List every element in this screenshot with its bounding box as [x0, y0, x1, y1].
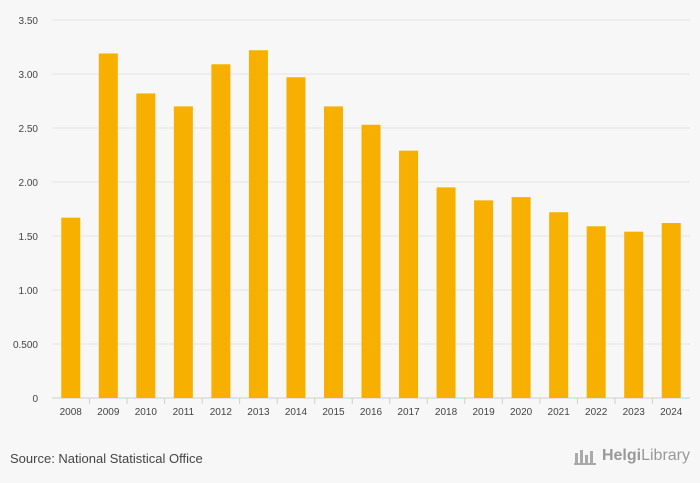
helgi-library-logo-icon [573, 450, 596, 465]
x-tick-label: 2020 [510, 407, 533, 418]
x-tick-label: 2017 [397, 407, 420, 418]
x-tick-label: 2008 [60, 407, 83, 418]
bar-2022[interactable] [586, 226, 606, 398]
x-tick-label: 2021 [548, 407, 571, 418]
x-tick-label: 2012 [210, 407, 233, 418]
bar-2013[interactable] [248, 50, 268, 399]
y-tick-label: 3.50 [19, 16, 39, 27]
bar-2017[interactable] [399, 150, 419, 398]
bar-2011[interactable] [173, 106, 193, 399]
x-tick-label: 2010 [135, 407, 158, 418]
bar-2024[interactable] [661, 223, 681, 398]
x-tick-label: 2019 [472, 407, 495, 418]
y-tick-label: 2.50 [19, 124, 39, 135]
x-tick-label: 2022 [585, 407, 608, 418]
bar-2009[interactable] [98, 53, 118, 398]
bar-2015[interactable] [323, 106, 343, 399]
bar-2016[interactable] [361, 124, 381, 398]
bar-2020[interactable] [511, 197, 531, 398]
x-tick-label: 2014 [285, 407, 308, 418]
bar-2021[interactable] [549, 212, 569, 398]
x-tick-label: 2009 [97, 407, 120, 418]
source-note: Source: National Statistical Office [10, 451, 203, 466]
bar-2019[interactable] [474, 200, 494, 398]
x-tick-label: 2023 [623, 407, 646, 418]
y-tick-label: 2.00 [19, 178, 39, 189]
y-tick-label: 1.50 [19, 232, 39, 243]
logo-text-library: Library [641, 447, 690, 464]
y-tick-label: 1.00 [19, 286, 39, 297]
x-tick-label: 2016 [360, 407, 383, 418]
bar-chart: 0 0.500 1.00 1.50 2.00 2.50 3.00 3.50 2008 2009 20… [13, 16, 690, 418]
x-tick-label: 2024 [660, 407, 683, 418]
y-tick-label: 3.00 [19, 70, 39, 81]
logo-text-helgi: Helgi [601, 447, 642, 464]
bar-2018[interactable] [436, 187, 456, 398]
helgi-library-logo: Helgi Library [573, 447, 690, 465]
x-tick-label: 2018 [435, 407, 458, 418]
bar-2012[interactable] [211, 64, 231, 398]
x-tick-label: 2015 [322, 407, 345, 418]
x-tick-label: 2011 [173, 407, 195, 418]
y-tick-label: 0 [32, 394, 38, 405]
x-tick-label: 2013 [247, 407, 270, 418]
bar-2008[interactable] [61, 217, 81, 398]
bar-2010[interactable] [136, 93, 156, 398]
bar-2014[interactable] [286, 77, 306, 399]
y-tick-label: 0.500 [13, 340, 38, 351]
bar-2023[interactable] [624, 231, 644, 398]
